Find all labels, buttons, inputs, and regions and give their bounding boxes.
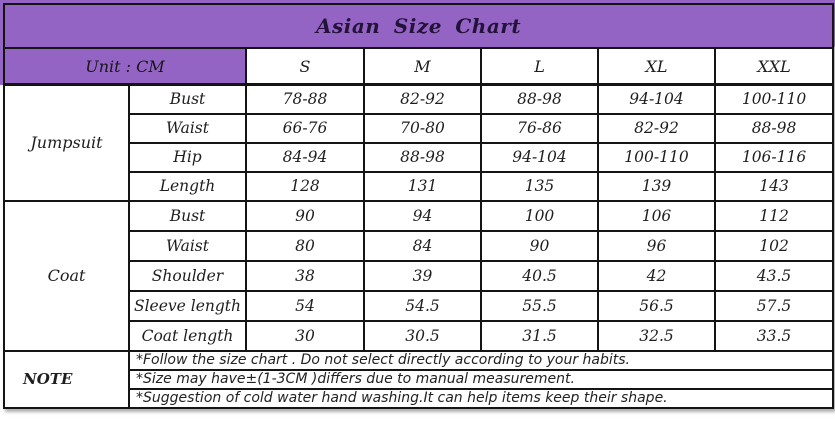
size-chart-table: Asian Size Chart Unit : CM S M L XL XXL …: [2, 3, 835, 409]
measure-label: Hip: [128, 141, 247, 173]
measure-value: 112: [713, 199, 835, 232]
unit-label: Unit : CM: [3, 47, 247, 86]
size-header-l: L: [480, 47, 599, 86]
measure-value: 88-98: [480, 83, 599, 115]
measure-value: 32.5: [597, 319, 716, 352]
measure-value: 54.5: [363, 289, 482, 322]
measure-value: 78-88: [245, 83, 365, 115]
measure-value: 100: [480, 199, 599, 232]
measure-value: 94: [363, 199, 482, 232]
measure-value: 30: [245, 319, 365, 352]
measure-value: 131: [363, 170, 482, 202]
note-line: *Size may have±(1-3CM )differs due to ma…: [127, 368, 835, 390]
measure-value: 76-86: [480, 112, 599, 144]
table-row: Length 128 131 135 139 143: [4, 170, 835, 202]
note-label: NOTE: [3, 349, 130, 409]
table-row: Sleeve length 54 54.5 55.5 56.5 57.5: [4, 289, 835, 322]
measure-value: 84-94: [245, 141, 365, 173]
measure-value: 70-80: [363, 112, 482, 144]
measure-value: 43.5: [713, 259, 835, 292]
measure-label: Bust: [128, 83, 247, 115]
note-row: NOTE *Follow the size chart . Do not sel…: [3, 349, 835, 409]
measure-value: 143: [713, 170, 835, 202]
size-header-xl: XL: [597, 47, 716, 86]
measure-value: 106: [597, 199, 716, 232]
section-label-coat: Coat: [3, 199, 130, 352]
measure-value: 57.5: [713, 289, 835, 322]
measure-value: 90: [480, 229, 599, 262]
size-header-xxl: XXL: [713, 47, 835, 86]
measure-value: 54: [245, 289, 365, 322]
measure-value: 42: [597, 259, 716, 292]
measure-value: 30.5: [363, 319, 482, 352]
measure-value: 100-110: [597, 141, 716, 173]
measure-value: 66-76: [245, 112, 365, 144]
measure-label: Coat length: [128, 319, 247, 352]
measure-value: 56.5: [597, 289, 716, 322]
measure-value: 55.5: [480, 289, 599, 322]
measure-value: 88-98: [713, 112, 835, 144]
measure-value: 39: [363, 259, 482, 292]
table-row: Hip 84-94 88-98 94-104 100-110 106-116: [4, 141, 835, 173]
table-row: Jumpsuit Bust 78-88 82-92 88-98 94-104 1…: [3, 83, 835, 202]
note-line: *Suggestion of cold water hand washing.I…: [127, 387, 835, 409]
measure-label: Waist: [128, 229, 247, 262]
measure-value: 82-92: [597, 112, 716, 144]
measure-value: 96: [597, 229, 716, 262]
measure-value: 82-92: [363, 83, 482, 115]
measure-value: 80: [245, 229, 365, 262]
measure-value: 139: [597, 170, 716, 202]
measure-label: Shoulder: [128, 259, 247, 292]
size-header-s: S: [245, 47, 365, 86]
measure-value: 102: [713, 229, 835, 262]
note-row: *Size may have±(1-3CM )differs due to ma…: [4, 368, 835, 390]
measure-value: 135: [480, 170, 599, 202]
measure-label: Waist: [128, 112, 247, 144]
measure-label: Bust: [128, 199, 247, 232]
measure-value: 94-104: [597, 83, 716, 115]
measure-value: 33.5: [713, 319, 835, 352]
size-header-row: Unit : CM S M L XL XXL: [3, 47, 835, 86]
measure-value: 128: [245, 170, 365, 202]
section-label-jumpsuit: Jumpsuit: [3, 83, 130, 202]
measure-label: Sleeve length: [128, 289, 247, 322]
measure-value: 106-116: [713, 141, 835, 173]
table-row: Coat Bust 90 94 100 106 112: [3, 199, 835, 352]
table-row: Shoulder 38 39 40.5 42 43.5: [4, 259, 835, 292]
measure-value: 84: [363, 229, 482, 262]
size-header-m: M: [363, 47, 482, 86]
measure-value: 90: [245, 199, 365, 232]
measure-value: 38: [245, 259, 365, 292]
measure-value: 94-104: [480, 141, 599, 173]
note-line: *Follow the size chart . Do not select d…: [127, 349, 835, 371]
measure-value: 100-110: [713, 83, 835, 115]
measure-value: 40.5: [480, 259, 599, 292]
note-row: *Suggestion of cold water hand washing.I…: [4, 387, 835, 409]
measure-label: Length: [128, 170, 247, 202]
table-row: Coat length 30 30.5 31.5 32.5 33.5: [4, 319, 835, 352]
table-row: Waist 66-76 70-80 76-86 82-92 88-98: [4, 112, 835, 144]
chart-title: Asian Size Chart: [2, 3, 835, 49]
title-row: Asian Size Chart: [2, 3, 835, 49]
measure-value: 31.5: [480, 319, 599, 352]
measure-value: 88-98: [363, 141, 482, 173]
table-row: Waist 80 84 90 96 102: [4, 229, 835, 262]
